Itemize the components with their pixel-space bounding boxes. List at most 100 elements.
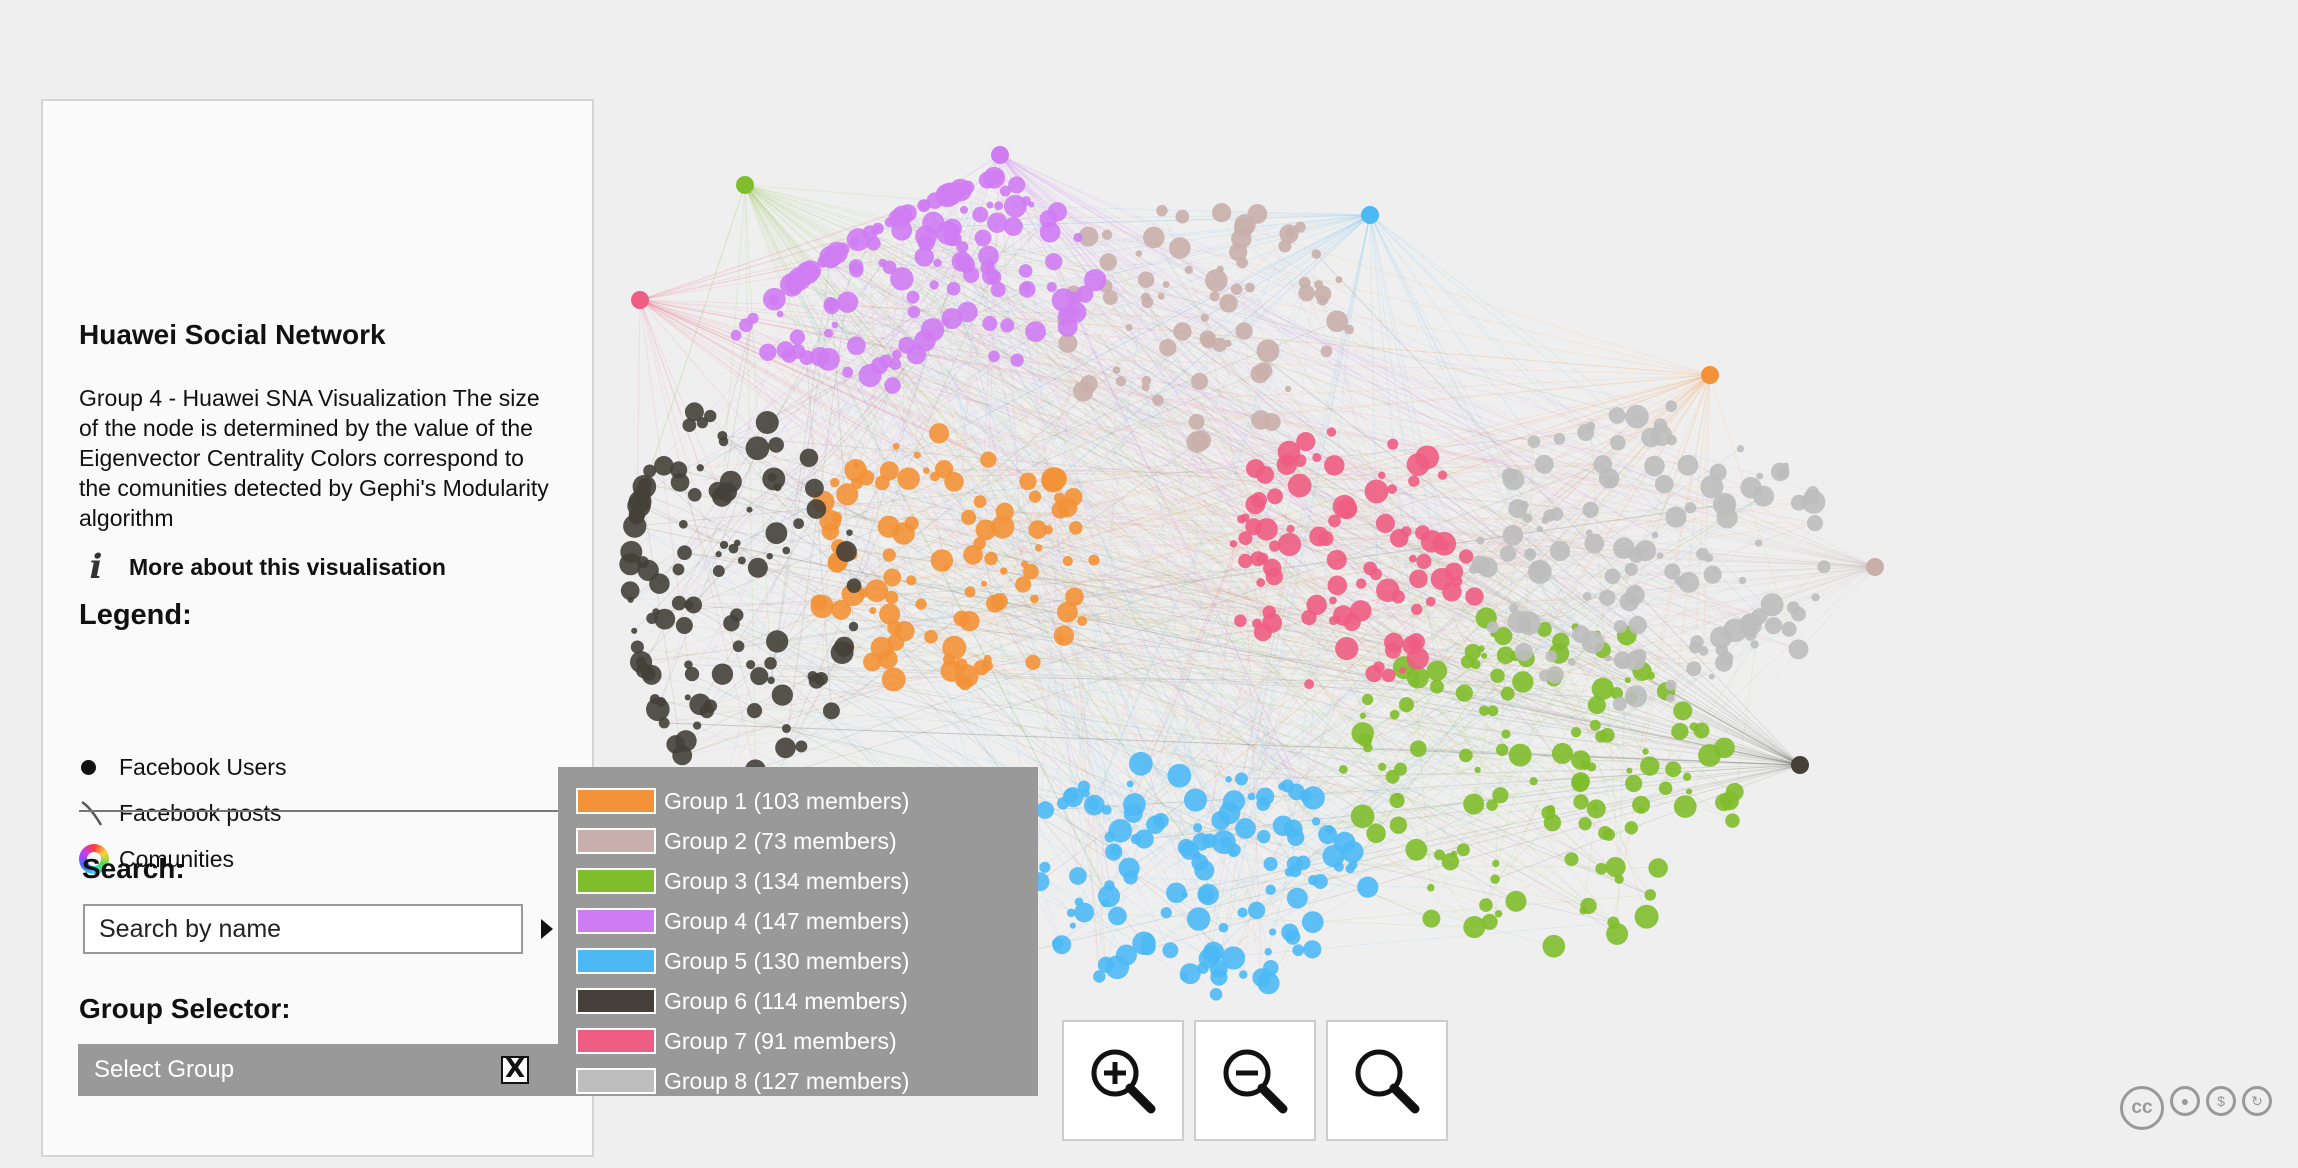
graph-node[interactable] [1157,292,1165,300]
graph-node[interactable] [1047,202,1068,222]
graph-node[interactable] [746,703,763,719]
graph-node[interactable] [1481,913,1498,930]
graph-node[interactable] [882,548,896,562]
graph-node[interactable] [1066,908,1076,918]
graph-node[interactable] [1604,655,1612,662]
graph-node[interactable] [1285,385,1292,393]
graph-node[interactable] [941,307,963,330]
graph-node[interactable] [1225,776,1232,783]
graph-node[interactable] [1571,774,1590,793]
graph-node[interactable] [1063,787,1084,808]
graph-node[interactable] [1578,817,1592,831]
graph-node[interactable] [1686,788,1693,795]
graph-node[interactable] [1306,594,1327,616]
graph-node[interactable] [1298,284,1315,302]
graph-node[interactable] [994,201,1004,211]
graph-node[interactable] [630,640,644,654]
graph-node[interactable] [1143,226,1165,249]
graph-node[interactable] [1579,906,1588,915]
graph-node[interactable] [990,282,1006,298]
graph-node[interactable] [620,581,640,601]
graph-node[interactable] [1056,601,1078,623]
graph-node[interactable] [1546,666,1564,684]
graph-node[interactable] [1500,686,1515,701]
graph-node[interactable] [703,699,718,713]
graph-node[interactable] [1591,803,1599,810]
graph-node[interactable] [1426,660,1448,682]
graph-node[interactable] [959,205,969,214]
zoom-reset-button[interactable] [1326,1020,1448,1141]
graph-node[interactable] [810,594,827,611]
graph-node[interactable] [1715,654,1733,672]
graph-node[interactable] [1277,440,1301,464]
graph-node[interactable] [1081,788,1090,798]
graph-node[interactable] [1479,898,1493,912]
graph-node[interactable] [1725,813,1740,828]
graph-node[interactable] [755,410,779,435]
group-option-label[interactable]: Group 1 (103 members) [664,787,910,814]
graph-node[interactable] [1365,665,1383,683]
graph-node[interactable] [1284,227,1295,238]
graph-node[interactable] [1238,531,1253,546]
graph-node[interactable] [1051,288,1076,313]
graph-node[interactable] [1791,606,1806,622]
graph-node[interactable] [890,267,914,291]
graph-node[interactable] [649,573,670,594]
graph-node[interactable] [631,291,649,309]
graph-node[interactable] [1610,434,1626,451]
graph-node[interactable] [823,328,834,338]
group-option-4[interactable]: Group 4 (147 members) [576,904,909,938]
graph-node[interactable] [1725,782,1744,801]
graph-node[interactable] [1262,413,1281,432]
graph-node[interactable] [1416,553,1432,569]
graph-node[interactable] [672,563,685,576]
graph-node[interactable] [1099,253,1117,271]
graph-node[interactable] [1708,673,1715,680]
graph-node[interactable] [1406,453,1430,476]
graph-node[interactable] [1438,539,1450,551]
graph-node[interactable] [1179,963,1201,985]
graph-node[interactable] [1640,756,1660,776]
graph-node[interactable] [1128,751,1153,776]
graph-node[interactable] [929,280,939,290]
graph-node[interactable] [1586,421,1596,431]
graph-node[interactable] [1245,518,1263,536]
graph-node[interactable] [831,511,843,523]
graph-node[interactable] [913,451,921,459]
graph-node[interactable] [1053,625,1075,646]
graph-node[interactable] [1256,829,1271,844]
graph-node[interactable] [746,506,753,513]
graph-node[interactable] [1328,514,1341,528]
graph-node[interactable] [730,608,744,622]
graph-node[interactable] [987,212,1008,233]
graph-node[interactable] [1286,856,1303,873]
graph-node[interactable] [1267,488,1283,505]
graph-node[interactable] [678,519,688,529]
graph-node[interactable] [990,515,1015,539]
graph-node[interactable] [1490,668,1505,683]
graph-node[interactable] [863,652,882,672]
graph-node[interactable] [1278,782,1286,791]
graph-node[interactable] [830,641,854,665]
graph-node[interactable] [1355,578,1367,589]
graph-node[interactable] [1803,489,1818,505]
graph-node[interactable] [1625,774,1643,793]
graph-node[interactable] [1312,874,1328,889]
graph-node[interactable] [1327,575,1348,596]
group-option-label[interactable]: Group 7 (91 members) [664,1027,897,1054]
graph-node[interactable] [1656,552,1664,560]
graph-node[interactable] [1450,850,1458,858]
graph-node[interactable] [733,539,741,547]
graph-node[interactable] [1216,265,1224,273]
graph-node[interactable] [1200,313,1209,322]
graph-node[interactable] [891,349,902,360]
graph-node[interactable] [978,171,996,189]
graph-node[interactable] [643,464,657,478]
graph-node[interactable] [1811,593,1820,602]
graph-node[interactable] [1492,859,1500,868]
graph-node[interactable] [1582,592,1592,601]
group-option-3[interactable]: Group 3 (134 members) [576,864,909,898]
graph-node[interactable] [1512,671,1534,693]
graph-node[interactable] [1492,787,1509,804]
graph-node[interactable] [766,552,773,560]
